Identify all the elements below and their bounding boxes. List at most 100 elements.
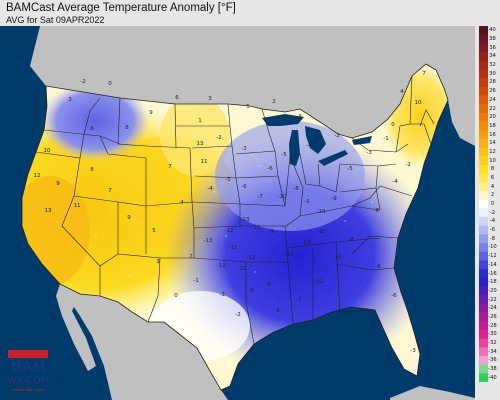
anomaly-value-label: -5 (281, 152, 287, 158)
colorbar-swatch (479, 138, 488, 148)
colorbar-swatch (479, 182, 488, 192)
colorbar-tick-label: 4 (490, 183, 495, 190)
colorbar-tick-label: 2 (490, 192, 495, 199)
anomaly-value-label: 3 (156, 259, 160, 265)
colorbar-tick-label: -22 (488, 296, 497, 303)
colorbar-swatch (479, 121, 488, 131)
colorbar-tick-label: -8 (489, 235, 496, 242)
anomaly-value-label: -8 (375, 264, 381, 270)
logo-url-text: WX.COM (7, 375, 49, 386)
colorbar-tick-label: -32 (488, 339, 497, 346)
colorbar-swatch (479, 34, 488, 44)
anomaly-value-label: 13 (45, 208, 52, 214)
colorbar-swatch (479, 208, 488, 218)
anomaly-value-label: -11 (229, 245, 238, 251)
colorbar-swatch (479, 26, 488, 35)
anomaly-value-label: -3 (219, 292, 225, 298)
lake-ontario (352, 136, 372, 145)
colorbar (479, 26, 488, 382)
chart-title: BAMCast Average Temperature Anomaly [°F] (6, 2, 236, 14)
anomaly-value-label: 7 (108, 188, 112, 194)
colorbar-swatch (479, 295, 488, 305)
anomaly-value-label: -13 (241, 217, 250, 223)
colorbar-swatch (479, 112, 488, 122)
colorbar-tick-label: 24 (489, 96, 496, 103)
lake-michigan (289, 130, 300, 166)
colorbar-tick-label: 22 (489, 105, 496, 112)
logo-red-bar (8, 350, 48, 358)
colorbar-swatch (479, 251, 488, 261)
colorbar-swatch (479, 234, 488, 244)
anomaly-value-label: -13 (302, 240, 311, 246)
anomaly-value-label: 1 (198, 118, 202, 124)
colorbar-swatch (479, 364, 488, 374)
anomaly-value-label: 7 (168, 164, 172, 170)
colorbar-tick-label: 16 (489, 131, 496, 138)
anomaly-value-label: 11 (74, 203, 81, 209)
colorbar-tick-label: -30 (488, 331, 497, 338)
anomaly-value-label: -4 (392, 179, 398, 185)
anomaly-value-label: 6 (90, 126, 94, 132)
anomaly-value-label: -6 (248, 288, 254, 294)
anomaly-value-label: 4 (400, 89, 404, 95)
anomaly-value-label: -2 (80, 79, 85, 85)
colorbar-tick-label: 28 (489, 79, 496, 86)
colorbar-swatch (479, 373, 488, 382)
anomaly-value-label: 8 (125, 125, 129, 131)
anomaly-value-label: -10 (333, 255, 342, 261)
anomaly-value-label: -13 (217, 263, 226, 269)
colorbar-swatch (479, 243, 488, 253)
anomaly-value-label: 0 (108, 81, 112, 87)
anomaly-value-label: -11 (238, 266, 247, 272)
anomaly-value-label: -3 (296, 114, 302, 120)
anomaly-value-label: 7 (422, 71, 426, 77)
colorbar-swatch (479, 60, 488, 70)
colorbar-swatch (479, 130, 488, 140)
anomaly-value-label: -8 (348, 237, 354, 243)
colorbar-tick-label: 26 (489, 88, 496, 95)
colorbar-tick-label: 10 (489, 157, 496, 164)
colorbar-swatch (479, 260, 488, 270)
colorbar-swatch (479, 43, 488, 53)
colorbar-tick-label: 6 (490, 175, 495, 181)
anomaly-value-label: -9 (304, 199, 310, 205)
colorbar-swatch (479, 78, 488, 88)
anomaly-value-label: -5 (274, 308, 280, 314)
colorbar-tick-label: -24 (488, 305, 497, 312)
anomaly-value-label: -10 (278, 194, 287, 200)
lake-huron (305, 126, 326, 154)
colorbar-swatch (479, 303, 488, 313)
anomaly-value-label: -9 (265, 282, 271, 288)
colorbar-tick-label: 18 (489, 122, 496, 129)
colorbar-tick-label: 38 (489, 36, 496, 42)
colorbar-tick-label: 34 (489, 53, 496, 60)
colorbar-swatch (479, 86, 488, 96)
colorbar-tick-label: 40 (489, 27, 496, 34)
canada-land (30, 26, 475, 138)
colorbar-tick-label: 8 (490, 166, 495, 173)
colorbar-swatch (479, 338, 488, 348)
colorbar-swatch (479, 347, 488, 357)
anomaly-value-label: -4 (207, 186, 213, 192)
colorbar-swatch (479, 217, 488, 226)
colorbar-tick-label: -2 (489, 209, 496, 216)
anomaly-value-label: -11 (318, 229, 327, 235)
colorbar-swatch (479, 164, 488, 174)
colorbar-tick-label: 36 (489, 44, 496, 51)
anomaly-value-label: -13 (204, 238, 213, 244)
lake-erie (318, 150, 348, 166)
colorbar-swatch (479, 269, 488, 279)
anomaly-value-label: -7 (296, 297, 302, 303)
anomaly-value-label: -2 (334, 133, 339, 139)
anomaly-value-label: -12 (225, 228, 234, 234)
anomaly-value-label: -3 (366, 150, 372, 156)
anomaly-value-label: -6 (241, 184, 247, 190)
colorbar-tick-label: -4 (489, 218, 496, 225)
anomaly-value-label: 5 (246, 104, 250, 110)
anomaly-value-label: -11 (252, 225, 261, 231)
colorbar-swatch (479, 147, 488, 157)
station-dots (69, 165, 373, 277)
colorbar-swatch (479, 173, 488, 183)
anomaly-value-label: 9 (149, 110, 153, 116)
colorbar-swatch (479, 52, 488, 62)
